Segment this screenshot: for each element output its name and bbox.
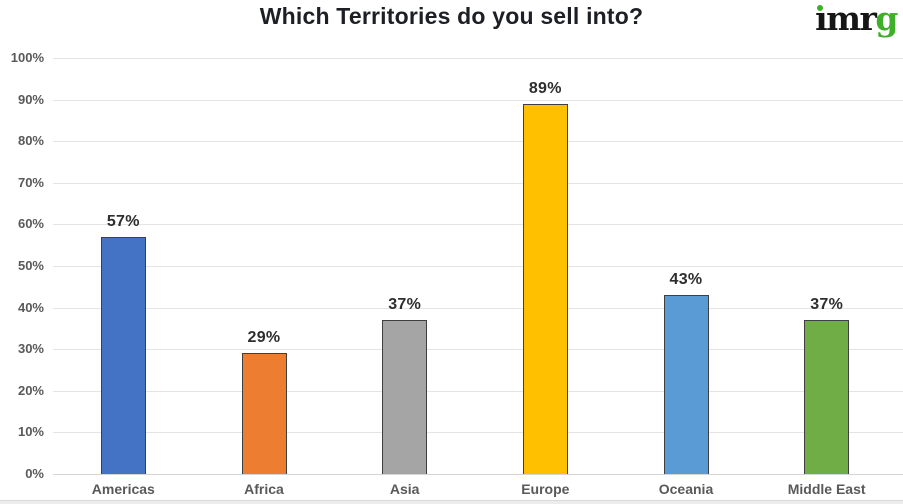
gridline (53, 99, 903, 101)
y-axis-tick-label: 10% (17, 424, 44, 440)
bar-asia (382, 320, 428, 474)
x-axis-category-label: Americas (91, 481, 155, 497)
gridline (53, 266, 903, 267)
gridline (53, 390, 903, 392)
bar-value-label: 89% (528, 79, 562, 97)
y-axis-tick-label: 20% (17, 382, 44, 398)
gridline (53, 224, 903, 226)
bar-value-label: 29% (247, 329, 281, 347)
gridline (53, 58, 903, 59)
gridline (53, 307, 903, 309)
gridline (53, 474, 903, 475)
bar-oceania (663, 295, 709, 474)
x-axis-category-label: Oceania (658, 481, 714, 497)
bar-europe (522, 103, 568, 474)
imrg-logo: ımr g (815, 0, 898, 38)
bar-value-label: 43% (669, 271, 703, 289)
bar-africa (241, 353, 287, 474)
bottom-edge-strip (0, 500, 903, 504)
y-axis-tick-label: 40% (17, 299, 44, 315)
gridline (53, 141, 903, 143)
bar-value-label: 37% (388, 296, 422, 314)
x-axis-category-label: Asia (389, 481, 420, 497)
y-axis-tick-label: 100% (10, 50, 44, 65)
logo-letter-i: ımr (815, 0, 877, 38)
y-axis-tick-label: 70% (17, 174, 44, 190)
x-axis-category-label: Middle East (787, 481, 866, 497)
gridline (53, 182, 903, 184)
x-axis-category-label: Europe (521, 481, 570, 497)
y-axis-tick-label: 50% (17, 258, 44, 273)
x-axis-category-label: Africa (244, 481, 284, 497)
bar-value-label: 37% (810, 296, 844, 314)
bar-value-label: 57% (106, 212, 140, 230)
y-axis-tick-label: 80% (17, 133, 44, 149)
bar-middle-east (804, 320, 850, 474)
bar-americas (100, 236, 146, 474)
gridline (53, 349, 903, 351)
gridline (53, 432, 903, 434)
y-axis-tick-label: 90% (17, 91, 44, 107)
y-axis-tick-label: 60% (17, 216, 44, 232)
y-axis-tick-label: 0% (25, 466, 44, 481)
logo-green-text: g (875, 0, 898, 38)
y-axis-tick-label: 30% (17, 341, 44, 357)
chart-title: Which Territories do you sell into? (259, 3, 644, 29)
logo-i-dot (817, 5, 824, 11)
logo-black-text: ımr (815, 0, 877, 38)
